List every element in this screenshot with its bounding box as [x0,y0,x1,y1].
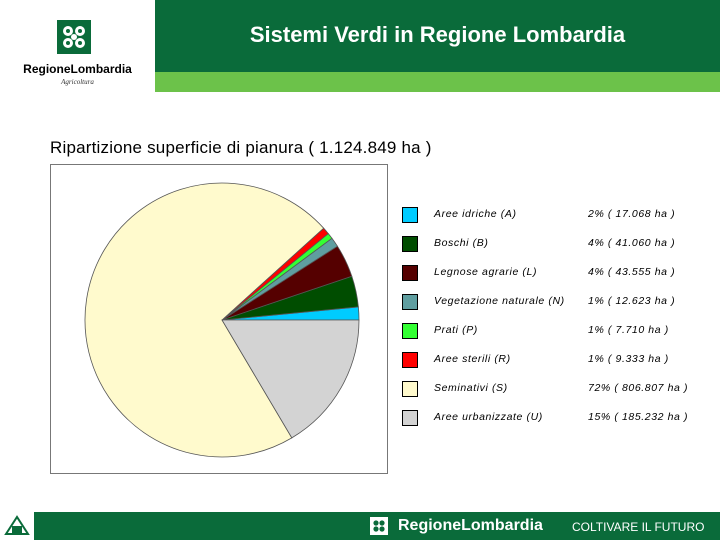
legend-swatch [402,294,418,310]
legend-item-seminativi: Seminativi (S) 72% ( 806.807 ha ) [400,379,720,399]
legend-label: Boschi (B) [434,237,489,249]
org-emblem-icon [0,512,34,540]
legend-value: 1% ( 9.333 ha ) [588,353,669,365]
legend-value: 4% ( 41.060 ha ) [588,237,676,249]
legend-item-prati: Prati (P) 1% ( 7.710 ha ) [400,321,720,341]
legend-item-vegetazione-naturale: Vegetazione naturale (N) 1% ( 12.623 ha … [400,292,720,312]
legend-value: 2% ( 17.068 ha ) [588,208,676,220]
page-title: Sistemi Verdi in Regione Lombardia [249,22,626,47]
legend-label: Prati (P) [434,324,478,336]
legend-item-boschi: Boschi (B) 4% ( 41.060 ha ) [400,234,720,254]
legend-item-aree-idriche: Aree idriche (A) 2% ( 17.068 ha ) [400,205,720,225]
header-band: Sistemi Verdi in Regione Lombardia [155,0,720,72]
legend-swatch [402,410,418,426]
legend-label: Legnose agrarie (L) [434,266,538,278]
legend-value: 4% ( 43.555 ha ) [588,266,676,278]
legend-item-aree-sterili: Aree sterili (R) 1% ( 9.333 ha ) [400,350,720,370]
legend-swatch [402,265,418,281]
header-accent-stripe [155,72,720,92]
pie-slice-seminativi-s [84,182,325,458]
footer-bar: RegioneLombardia COLTIVARE IL FUTURO [0,512,720,540]
legend-swatch [402,352,418,368]
legend-value: 1% ( 12.623 ha ) [588,295,676,307]
legend-swatch [402,323,418,339]
legend-swatch [402,381,418,397]
chart-title: Ripartizione superficie di pianura ( 1.1… [50,138,432,157]
legend-swatch [402,236,418,252]
legend-value: 72% ( 806.807 ha ) [588,382,689,394]
lombardy-rose-icon [57,20,91,54]
legend-item-aree-urbanizzate: Aree urbanizzate (U) 15% ( 185.232 ha ) [400,408,720,428]
pie-slice-aree-urbanizzate-u [221,319,360,439]
legend-label: Seminativi (S) [434,382,508,394]
legend-label: Vegetazione naturale (N) [434,295,565,307]
lombardy-rose-icon [370,517,388,535]
header-logo-block: RegioneLombardia Agricoltura [0,0,155,92]
pie-chart [84,182,360,458]
legend-value: 15% ( 185.232 ha ) [588,411,689,423]
legend-value: 1% ( 7.710 ha ) [588,324,669,336]
logo-brand-name: RegioneLombardia [23,62,132,76]
legend-label: Aree idriche (A) [434,208,517,220]
footer-slogan: COLTIVARE IL FUTURO [572,520,705,534]
legend-label: Aree sterili (R) [434,353,511,365]
legend-swatch [402,207,418,223]
footer-brand: RegioneLombardia [398,517,543,534]
logo-subtitle: Agricoltura [61,78,94,86]
legend-label: Aree urbanizzate (U) [434,411,543,423]
legend-item-legnose-agrarie: Legnose agrarie (L) 4% ( 43.555 ha ) [400,263,720,283]
